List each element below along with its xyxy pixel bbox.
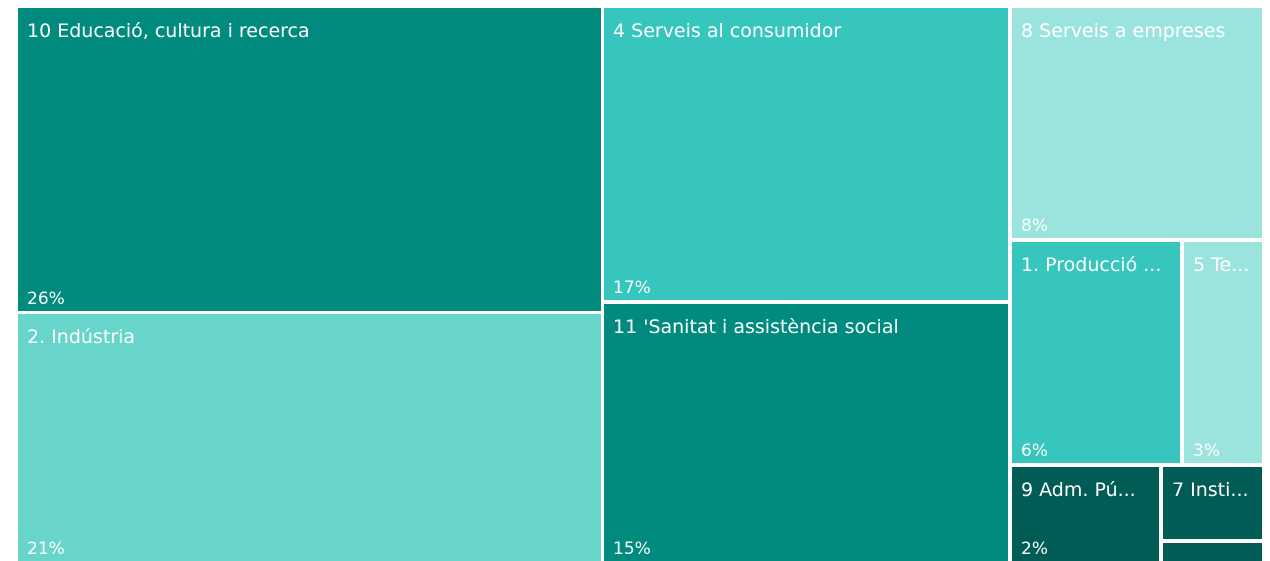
treemap-tile[interactable]: 11 'Sanitat i assistència social 15% [604, 304, 1008, 561]
treemap-tile-label: 11 'Sanitat i assistència social [613, 316, 899, 338]
treemap-tile-label: 8 Serveis a empreses [1021, 20, 1226, 42]
treemap-tile[interactable]: 9 Adm. Pú... 2% [1012, 467, 1159, 561]
treemap-tile[interactable] [1163, 543, 1262, 561]
treemap-tile-value: 6% [1021, 441, 1048, 461]
treemap-tile[interactable]: 10 Educació, cultura i recerca 26% [18, 8, 601, 311]
treemap-tile-label: 5 Te... [1193, 254, 1250, 276]
treemap-tile-value: 8% [1021, 216, 1048, 236]
treemap-tile[interactable]: 5 Te... 3% [1184, 242, 1262, 463]
treemap-tile-label: 7 Insti... [1172, 479, 1249, 501]
treemap-tile-value: 26% [27, 289, 65, 309]
treemap-tile-value: 2% [1021, 539, 1048, 559]
treemap-tile-value: 15% [613, 539, 651, 559]
treemap-tile[interactable]: 1. Producció ... 6% [1012, 242, 1180, 463]
treemap-tile[interactable]: 8 Serveis a empreses 8% [1012, 8, 1262, 238]
treemap-tile-value: 3% [1193, 441, 1220, 461]
treemap-tile-label: 2. Indústria [27, 326, 135, 348]
treemap-tile-label: 9 Adm. Pú... [1021, 479, 1136, 501]
treemap-tile-label: 4 Serveis al consumidor [613, 20, 842, 42]
treemap-tile-value: 21% [27, 539, 65, 559]
treemap-tile[interactable]: 4 Serveis al consumidor 17% [604, 8, 1008, 300]
treemap-tile-value: 17% [613, 278, 651, 298]
treemap-tile[interactable]: 2. Indústria 21% [18, 314, 601, 561]
treemap-tile-label: 1. Producció ... [1021, 254, 1162, 276]
treemap-tile[interactable]: 7 Insti... [1163, 467, 1262, 539]
treemap-tile-label: 10 Educació, cultura i recerca [27, 20, 310, 42]
